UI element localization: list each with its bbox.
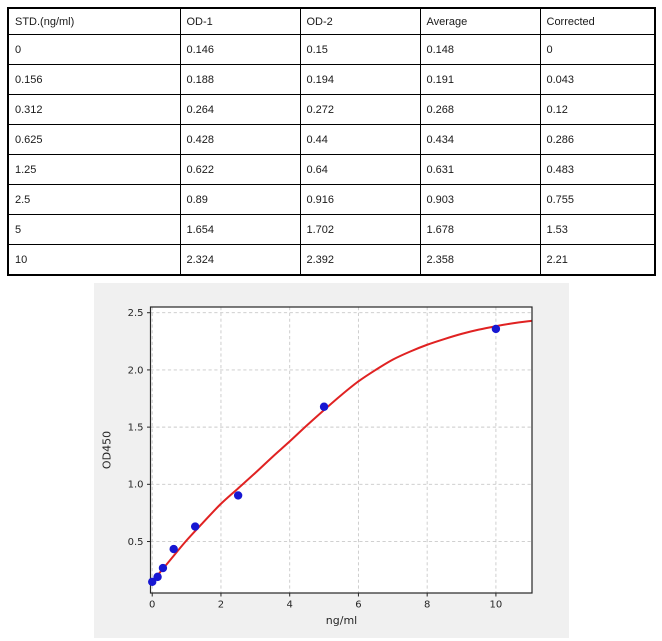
table-cell: 1.25 — [7, 154, 181, 185]
y-tick-label: 2.0 — [128, 365, 144, 376]
table-cell: 0.916 — [299, 184, 421, 215]
standard-curve-figure: 0 2 4 6 8 10 0.5 1.0 1.5 2.0 2.5 ng/ml OD450 — [94, 283, 569, 638]
data-point — [148, 577, 157, 586]
table-row: 2.5 0.89 0.916 0.903 0.755 — [7, 184, 656, 215]
data-point — [319, 402, 329, 411]
column-header: STD.(ng/ml) — [7, 7, 181, 35]
table-cell: 0.312 — [7, 94, 181, 125]
table-cell: 2.5 — [7, 184, 181, 215]
table-cell: 10 — [7, 244, 181, 276]
table-cell: 2.392 — [299, 244, 421, 276]
data-point — [491, 324, 501, 334]
table-cell: 0.286 — [539, 124, 656, 155]
column-header: OD-1 — [179, 7, 301, 35]
fit-curve — [151, 319, 533, 583]
table-row: 10 2.324 2.392 2.358 2.21 — [7, 244, 656, 276]
data-point — [190, 522, 200, 531]
plot-area — [150, 307, 532, 593]
table-cell: 0.483 — [539, 154, 656, 185]
y-tick-label: 2.5 — [128, 308, 144, 319]
table-cell: 0.188 — [179, 64, 301, 95]
table-row: 0.625 0.428 0.44 0.434 0.286 — [7, 124, 656, 155]
table-cell: 0.903 — [419, 184, 541, 215]
table-cell: 5 — [7, 214, 181, 245]
table-cell: 0.89 — [179, 184, 301, 215]
x-tick-label: 4 — [287, 600, 293, 611]
table-cell: 0.15 — [299, 34, 421, 65]
x-tick-label: 2 — [218, 600, 224, 611]
header-row: STD.(ng/ml) OD-1 OD-2 Average Corrected — [7, 7, 656, 35]
table-cell: 0.434 — [419, 124, 541, 155]
standards-table: STD.(ng/ml) OD-1 OD-2 Average Corrected 0 0.1… — [7, 7, 656, 276]
table-cell: 0.44 — [299, 124, 421, 155]
table-row: 5 1.654 1.702 1.678 1.53 — [7, 214, 656, 245]
data-point — [233, 491, 243, 500]
table-cell: 0.625 — [7, 124, 181, 155]
table-cell: 0.148 — [419, 34, 541, 65]
table-row: 1.25 0.622 0.64 0.631 0.483 — [7, 154, 656, 185]
x-axis-label: ng/ml — [325, 614, 358, 627]
table-cell: 0.755 — [539, 184, 656, 215]
x-tick-label: 10 — [490, 600, 503, 611]
column-header: Average — [419, 7, 541, 35]
standards-table-body: 0 0.146 0.15 0.148 0 0.156 0.188 0.194 0.191 0.04… — [7, 34, 656, 276]
table-cell: 1.654 — [179, 214, 301, 245]
table-cell: 0.156 — [7, 64, 181, 95]
standards-table-header: STD.(ng/ml) OD-1 OD-2 Average Corrected — [7, 7, 656, 35]
table-cell: 0.191 — [419, 64, 541, 95]
table-row: 0 0.146 0.15 0.148 0 — [7, 34, 656, 65]
table-cell: 0.631 — [419, 154, 541, 185]
table-cell: 2.358 — [419, 244, 541, 276]
data-point — [158, 563, 168, 573]
x-tick-label: 8 — [424, 600, 430, 611]
standard-curve-plot: 0 2 4 6 8 10 0.5 1.0 1.5 2.0 2.5 — [128, 306, 533, 611]
table-row: 0.312 0.264 0.272 0.268 0.12 — [7, 94, 656, 125]
table-cell: 1.702 — [299, 214, 421, 245]
table-cell: 0.428 — [179, 124, 301, 155]
y-tick-label: 1.0 — [128, 480, 144, 491]
table-cell: 0 — [539, 34, 656, 65]
table-cell: 0.194 — [299, 64, 421, 95]
table-cell: 0.043 — [539, 64, 656, 95]
x-tick-label: 6 — [355, 600, 361, 611]
table-cell: 0.146 — [179, 34, 301, 65]
table-cell: 0 — [7, 34, 181, 65]
y-tick-label: 1.5 — [128, 423, 144, 434]
table-cell: 0.12 — [539, 94, 656, 125]
table-cell: 0.622 — [179, 154, 301, 185]
data-point — [153, 572, 162, 582]
table-cell: 2.324 — [179, 244, 301, 276]
data-point — [169, 544, 178, 554]
table-cell: 0.272 — [299, 94, 421, 125]
x-tick-label: 0 — [149, 600, 155, 611]
table-cell: 0.64 — [299, 154, 421, 185]
table-cell: 2.21 — [539, 244, 656, 276]
table-row: 0.156 0.188 0.194 0.191 0.043 — [7, 64, 656, 95]
column-header: OD-2 — [299, 7, 421, 35]
column-header: Corrected — [539, 7, 656, 35]
table-cell: 0.264 — [179, 94, 301, 125]
y-axis-label: OD450 — [100, 430, 114, 470]
table-cell: 1.678 — [419, 214, 541, 245]
table-cell: 1.53 — [539, 214, 656, 245]
y-tick-label: 0.5 — [128, 537, 144, 548]
table-cell: 0.268 — [419, 94, 541, 125]
plot-border — [149, 306, 533, 594]
